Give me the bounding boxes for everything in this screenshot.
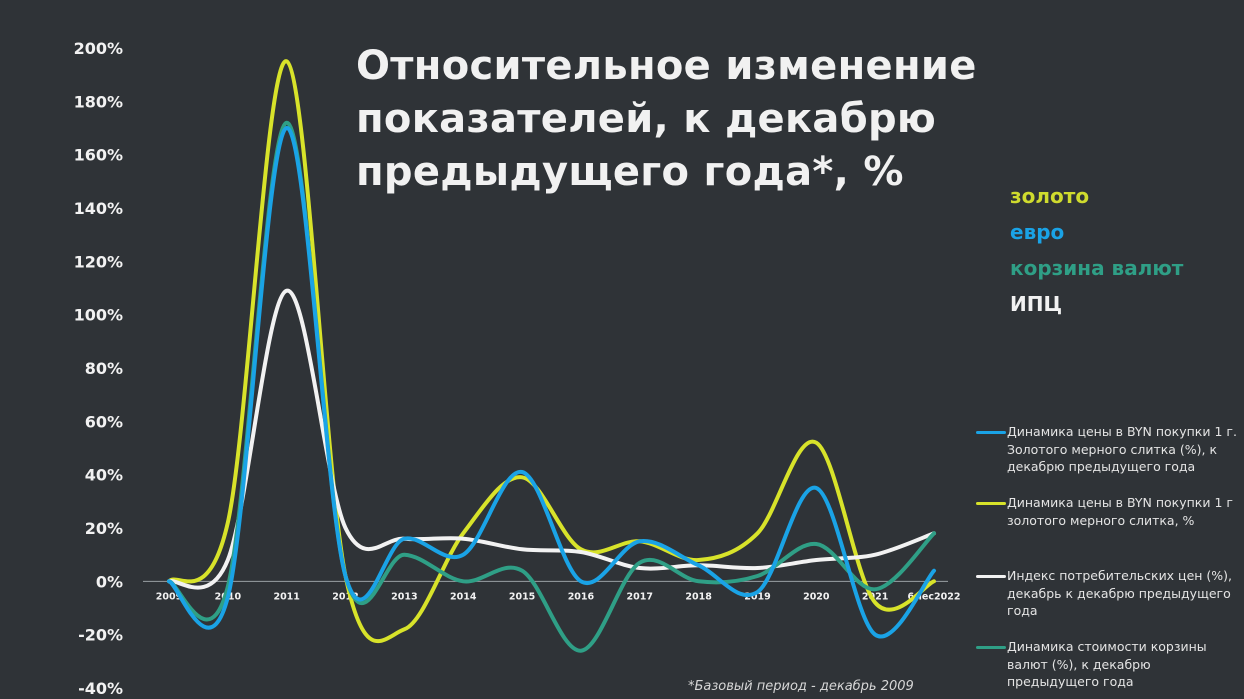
legend-swatch (976, 431, 1006, 434)
legend-label: Индекс потребительских цен (%), декабрь … (1007, 568, 1233, 618)
y-tick-label: 100% (74, 306, 123, 325)
y-tick-label: 180% (74, 92, 123, 111)
label-euro: евро (1010, 220, 1065, 244)
y-tick-label: 40% (85, 466, 123, 485)
x-tick-label: 2020 (803, 591, 830, 602)
series-lines (167, 59, 936, 653)
label-currency-basket: корзина валют (1010, 256, 1184, 280)
footnote: *Базовый период - декабрь 2009 (688, 679, 914, 694)
y-tick-label: 60% (85, 412, 123, 431)
legend-label: Динамика стоимости корзины валют (%), к … (1007, 639, 1207, 689)
legend-label: Динамика цены в BYN покупки 1 г золотого… (1007, 495, 1233, 528)
x-tick-label: 2012 (332, 591, 358, 602)
y-tick-label: 160% (74, 146, 123, 165)
y-tick-label: 140% (74, 199, 123, 218)
chart-title: Относительное изменение показателей, к д… (356, 43, 977, 195)
y-tick-label: -40% (78, 679, 123, 698)
y-tick-label: 200% (74, 39, 123, 58)
series-line-gold-yellow (167, 59, 936, 644)
x-tick-label: 2011 (273, 591, 299, 602)
y-tick-label: 80% (85, 359, 123, 378)
y-tick-label: 0% (96, 572, 123, 591)
legend-swatch (976, 575, 1006, 578)
series-line-gold-blue (167, 125, 936, 639)
legend-swatch (976, 502, 1006, 505)
x-tick-label: 2013 (391, 591, 417, 602)
label-gold: золото (1010, 184, 1090, 208)
series-line-currency-basket (167, 120, 936, 653)
x-axis-ticks: 2009 2010 2011 2012 2013 2014 2015 2016 2017 2018… (156, 591, 961, 602)
y-tick-label: -20% (78, 626, 123, 645)
x-tick-label: 2017 (627, 591, 653, 602)
x-tick-label: 2016 (568, 591, 595, 602)
y-axis-ticks: -40% -20% 0% 20% 40% 60% 80% 100% 120% 140% 160% 18… (74, 39, 123, 698)
legend-swatch (976, 646, 1006, 649)
legend-label: Динамика цены в BYN покупки 1 г. Золотог… (1007, 424, 1237, 474)
x-tick-label: 2015 (509, 591, 535, 602)
x-tick-label: 2018 (685, 591, 712, 602)
x-tick-label: 6мес2022 (908, 591, 961, 602)
x-tick-label: 2021 (862, 591, 888, 602)
x-tick-label: 2014 (450, 591, 477, 602)
label-cpi: ИПЦ (1010, 292, 1063, 316)
y-tick-label: 20% (85, 519, 123, 538)
y-tick-label: 120% (74, 252, 123, 271)
x-tick-label: 2019 (744, 591, 770, 602)
x-tick-label: 2009 (156, 591, 182, 602)
